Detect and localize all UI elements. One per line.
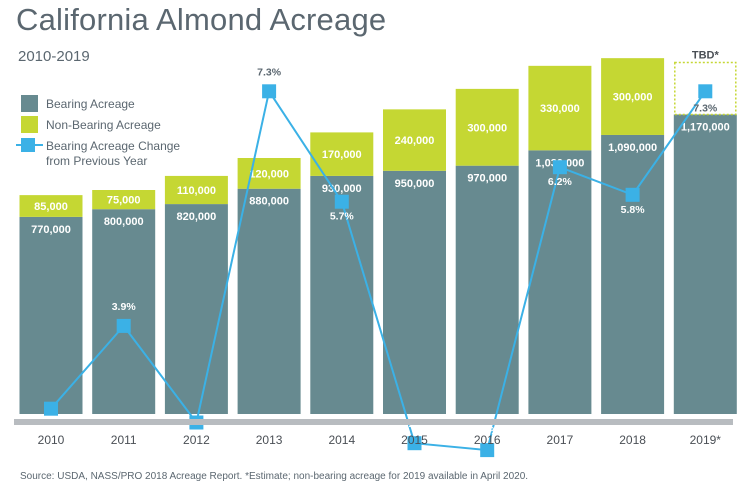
change-label-2019: 7.3% — [693, 102, 718, 114]
label-bearing-2019: 1,170,000 — [681, 121, 730, 133]
label-non-bearing-2012: 110,000 — [177, 185, 216, 197]
label-bearing-2015: 950,000 — [395, 178, 435, 190]
label-bearing-2018: 1,090,000 — [608, 142, 657, 154]
bar-layer: 85,000 770,000 75,000 800,000 110,000 820,000… — [19, 49, 737, 414]
x-tick-2011: 2011 — [111, 433, 137, 447]
x-tick-2016: 2016 — [474, 433, 501, 447]
label-non-bearing-2017: 330,000 — [540, 103, 580, 115]
label-bearing-2014: 930,000 — [322, 183, 362, 195]
bar-bearing-2011 — [92, 209, 156, 414]
x-tick-2015: 2015 — [401, 433, 428, 447]
label-non-bearing-2010: 85,000 — [34, 201, 68, 213]
bar-bearing-2014 — [310, 175, 374, 414]
change-marker-2019 — [698, 84, 713, 99]
change-label-2018: 5.8% — [621, 204, 646, 216]
bar-non-bearing-2012 — [164, 175, 228, 205]
change-marker-2018 — [625, 187, 640, 202]
change-marker-2014 — [334, 194, 349, 209]
legend: Bearing Acreage Non-Bearing Acreage Bear… — [16, 95, 180, 168]
legend-label-change-line: from Previous Year — [46, 154, 147, 168]
label-non-bearing-2013: 120,000 — [249, 168, 289, 180]
bar-non-bearing-2016 — [455, 88, 519, 166]
x-tick-2017: 2017 — [547, 433, 574, 447]
bar-bearing-2015 — [383, 170, 446, 414]
x-tick-2012: 2012 — [183, 433, 210, 447]
bar-bearing-2010 — [19, 216, 83, 414]
x-tick-2014: 2014 — [328, 433, 355, 447]
label-bearing-2012: 820,000 — [177, 211, 217, 223]
change-marker-2015 — [407, 436, 422, 451]
bar-non-bearing-2015 — [383, 109, 446, 171]
change-label-2011: 3.9% — [112, 301, 137, 313]
change-label-2013: 7.3% — [257, 66, 282, 78]
chart-subtitle: 2010-2019 — [18, 48, 90, 65]
x-tick-2019: 2019* — [690, 433, 722, 447]
bar-bearing-2012 — [164, 204, 228, 414]
tbd-label: TBD* — [692, 49, 720, 61]
bar-non-bearing-2011 — [92, 190, 156, 210]
bar-non-bearing-2017 — [528, 65, 592, 151]
source-note: Source: USDA, NASS/PRO 2018 Acreage Repo… — [20, 471, 529, 482]
change-marker-2013 — [262, 84, 277, 99]
change-label-2016: 2.1% — [475, 425, 500, 437]
label-bearing-2010: 770,000 — [31, 224, 71, 236]
legend-label-change: Bearing Acreage Change from Previous Year — [46, 139, 180, 168]
label-non-bearing-2015: 240,000 — [395, 135, 435, 147]
label-non-bearing-2011: 75,000 — [107, 195, 141, 207]
x-tick-2013: 2013 — [256, 433, 283, 447]
change-marker-2017 — [552, 160, 567, 175]
bar-non-bearing-2010 — [19, 195, 83, 217]
bar-bearing-2017 — [528, 150, 592, 414]
legend-swatch-non-bearing — [21, 116, 38, 133]
change-marker-2016 — [480, 443, 495, 458]
label-non-bearing-2014: 170,000 — [322, 149, 362, 161]
x-tick-2010: 2010 — [38, 433, 65, 447]
x-axis: 2010 2011 2012 2013 2014 2015 2016 2017 2018 2019… — [14, 419, 733, 447]
label-non-bearing-2018: 300,000 — [613, 92, 653, 104]
legend-label-change-line: Bearing Acreage Change — [46, 139, 180, 153]
x-tick-2018: 2018 — [619, 433, 646, 447]
chart-title: California Almond Acreage — [16, 2, 387, 37]
line-layer: 2.7%3.9%2.5%7.3%5.7%2.2%2.1%6.2%5.8%7.3% — [39, 66, 718, 458]
label-bearing-2016: 970,000 — [467, 173, 507, 185]
bar-bearing-2016 — [455, 165, 519, 414]
change-series-line — [50, 88, 707, 452]
change-label-2012: 2.5% — [184, 432, 209, 444]
change-label-2014: 5.7% — [330, 211, 355, 223]
change-marker-2011 — [116, 318, 131, 333]
bar-bearing-2019 — [673, 114, 737, 414]
change-label-2017: 6.2% — [548, 176, 573, 188]
bar-bearing-2013 — [237, 188, 301, 414]
label-bearing-2013: 880,000 — [249, 196, 289, 208]
legend-label-bearing: Bearing Acreage — [46, 97, 135, 111]
legend-label-non-bearing: Non-Bearing Acreage — [46, 118, 161, 132]
bar-bearing-2018 — [601, 134, 665, 414]
legend-swatch-bearing — [21, 95, 38, 112]
legend-marker-change — [21, 138, 35, 152]
bar-non-bearing-2018 — [601, 58, 665, 135]
change-marker-2010 — [44, 401, 58, 416]
label-non-bearing-2016: 300,000 — [467, 122, 507, 134]
tbd-placeholder-box — [674, 61, 737, 116]
label-bearing-2011: 800,000 — [104, 216, 144, 228]
